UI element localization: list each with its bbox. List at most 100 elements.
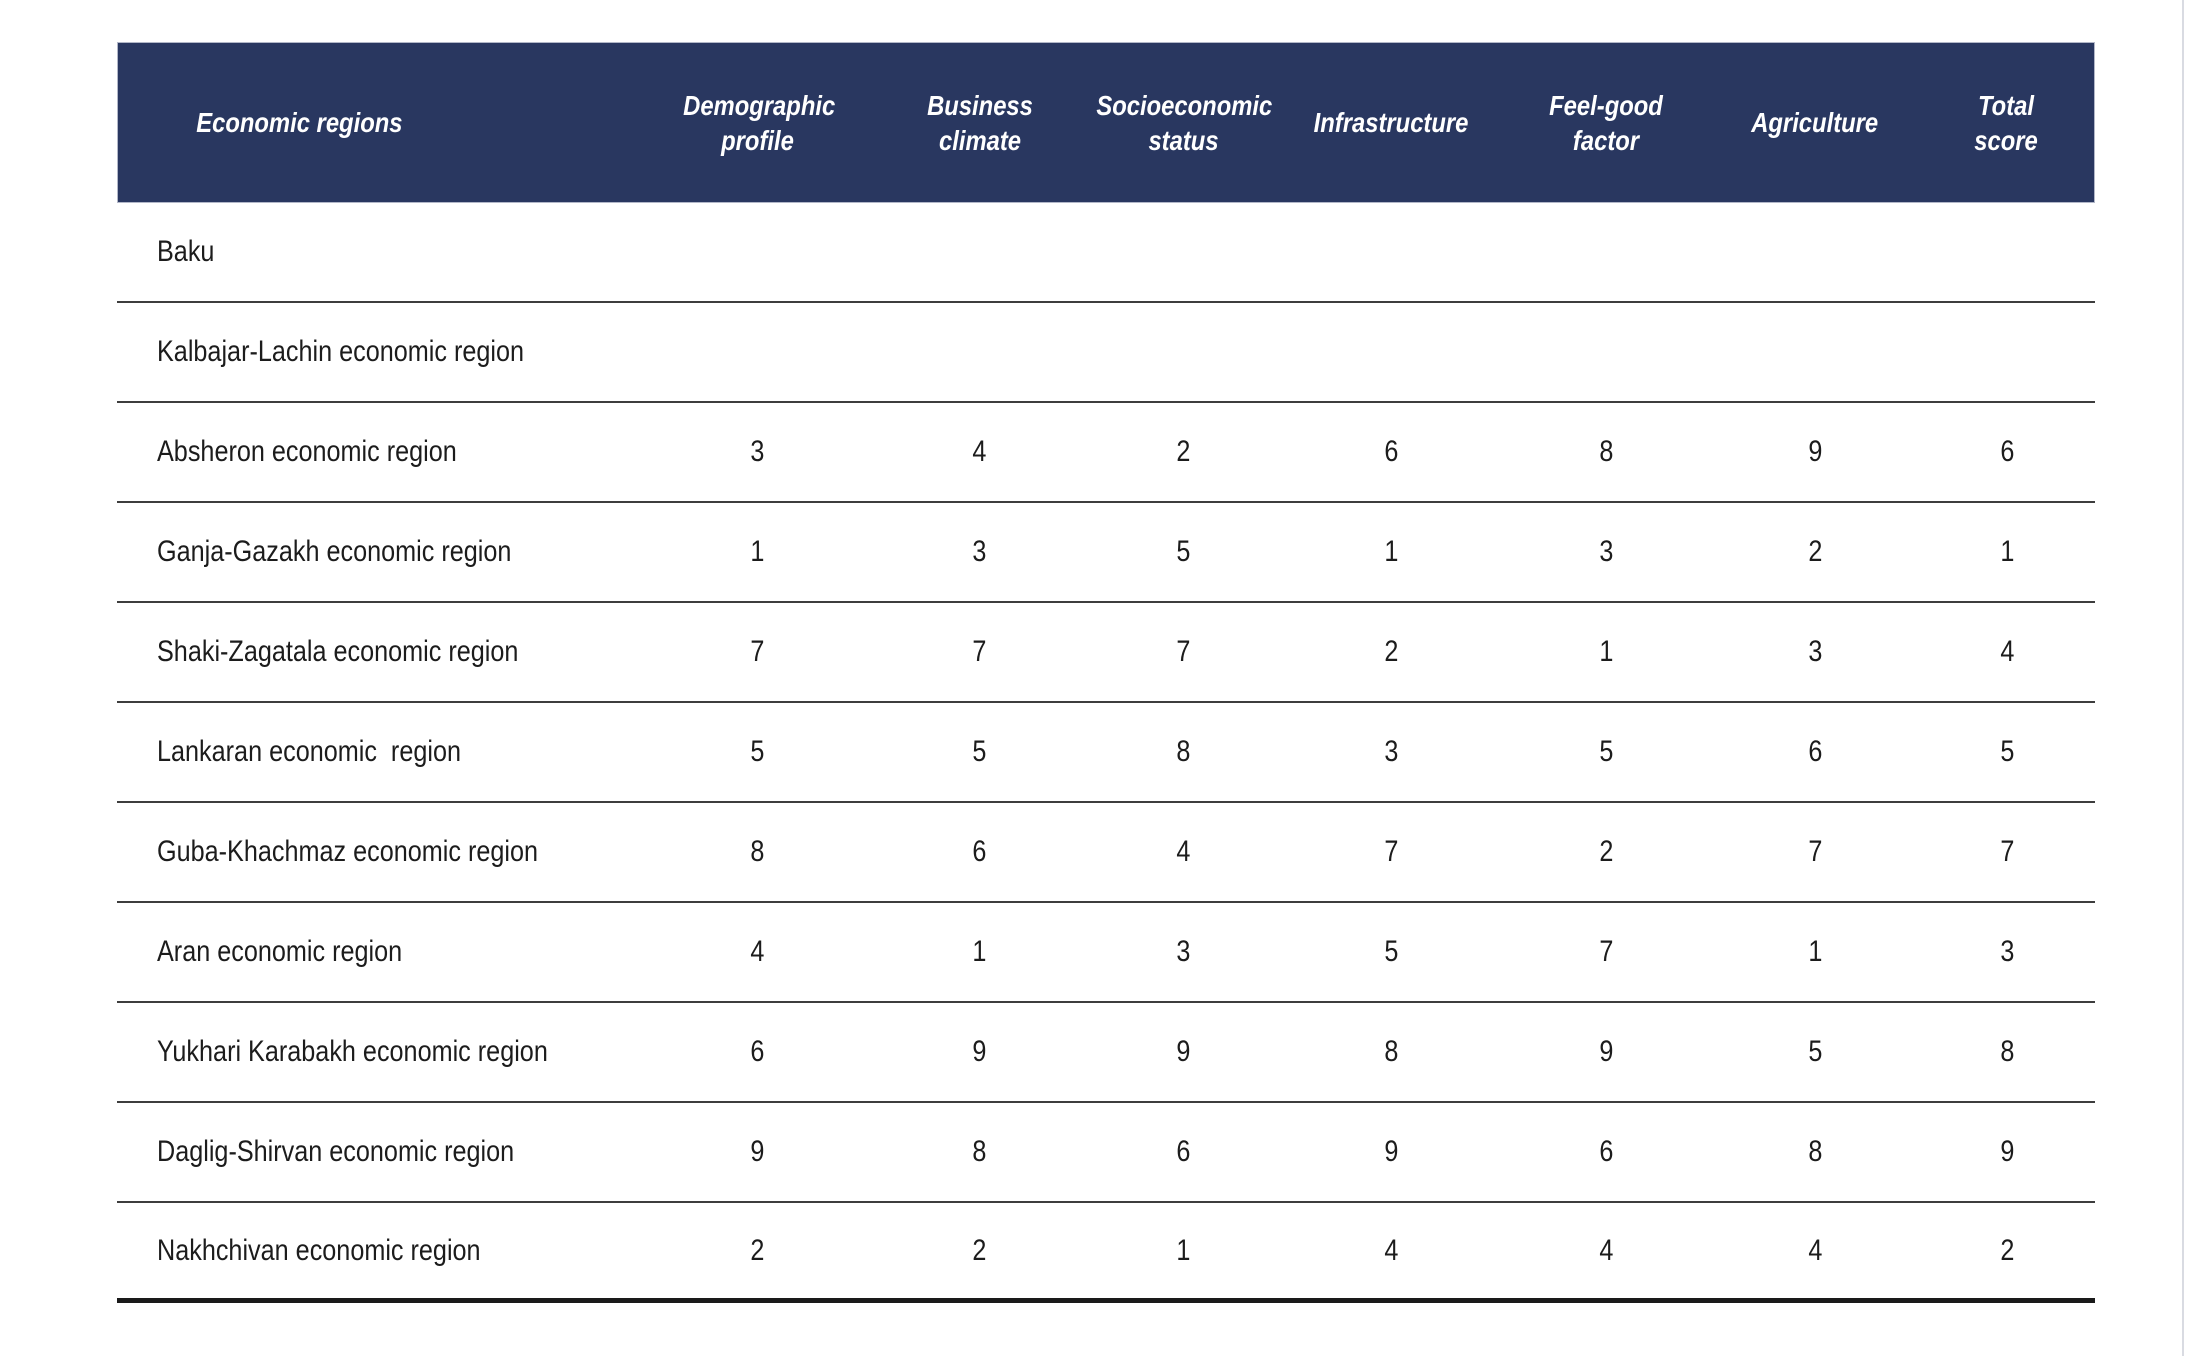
score-cell: 5 bbox=[1711, 1003, 1919, 1101]
score-cell: 8 bbox=[639, 803, 874, 901]
score-cell: 5 bbox=[639, 703, 874, 801]
column-header-label: Demographic profile bbox=[682, 89, 835, 156]
column-header-label: Total score bbox=[1974, 89, 2038, 156]
score-value: 9 bbox=[972, 1035, 987, 1068]
score-cell: 6 bbox=[639, 1003, 874, 1101]
region-name: Baku bbox=[157, 235, 215, 268]
score-value: 8 bbox=[1999, 1035, 2014, 1068]
table-row: Daglig-Shirvan economic region 9 8 6 9 6 8 9 bbox=[117, 1103, 2095, 1203]
score-value: 2 bbox=[1808, 535, 1823, 568]
table-row: Lankaran economic region 5 5 8 3 5 6 5 bbox=[117, 703, 2095, 803]
score-cell: 8 bbox=[1502, 403, 1712, 501]
score-value: 4 bbox=[1999, 635, 2014, 668]
score-cell bbox=[1919, 203, 2095, 301]
table-row: Absheron economic region 3 4 2 6 8 9 6 bbox=[117, 403, 2095, 503]
score-cell: 3 bbox=[1502, 503, 1712, 601]
score-value: 5 bbox=[972, 735, 987, 768]
score-cell bbox=[1919, 303, 2095, 401]
score-value: 3 bbox=[1176, 935, 1191, 968]
score-value: 3 bbox=[1384, 735, 1399, 768]
score-cell: 4 bbox=[1502, 1203, 1712, 1298]
column-header-label: Business climate bbox=[926, 89, 1033, 156]
score-value: 6 bbox=[1176, 1135, 1191, 1168]
score-value: 7 bbox=[972, 635, 987, 668]
column-header-label: Infrastructure bbox=[1314, 107, 1469, 138]
score-cell bbox=[1711, 303, 1919, 401]
score-cell: 2 bbox=[1282, 603, 1502, 701]
score-cell: 7 bbox=[1711, 803, 1919, 901]
score-cell bbox=[1282, 203, 1502, 301]
score-cell: 7 bbox=[1084, 603, 1282, 701]
column-header-label: Agriculture bbox=[1750, 107, 1878, 138]
score-value: 1 bbox=[1176, 1233, 1191, 1267]
score-value: 4 bbox=[1384, 1233, 1399, 1267]
score-value: 3 bbox=[1999, 935, 2014, 968]
table-header-row: Economic regions Demographic profile Busin… bbox=[117, 42, 2095, 203]
table-row: Kalbajar-Lachin economic region bbox=[117, 303, 2095, 403]
score-value: 1 bbox=[972, 935, 987, 968]
score-value: 1 bbox=[1384, 535, 1399, 568]
table-row: Guba-Khachmaz economic region 8 6 4 7 2 7 7 bbox=[117, 803, 2095, 903]
score-value: 6 bbox=[972, 835, 987, 868]
score-cell: 7 bbox=[1282, 803, 1502, 901]
score-cell bbox=[1502, 303, 1712, 401]
region-name-cell: Aran economic region bbox=[117, 903, 639, 1001]
score-cell bbox=[1084, 203, 1282, 301]
score-value: 2 bbox=[972, 1233, 987, 1267]
region-name-cell: Ganja-Gazakh economic region bbox=[117, 503, 639, 601]
score-cell: 7 bbox=[1919, 803, 2095, 901]
column-header-economic-regions: Economic regions bbox=[118, 43, 640, 202]
score-cell: 1 bbox=[1711, 903, 1919, 1001]
score-cell: 7 bbox=[1502, 903, 1712, 1001]
score-value: 2 bbox=[1999, 1233, 2014, 1267]
score-value: 9 bbox=[1599, 1035, 1614, 1068]
region-name: Kalbajar-Lachin economic region bbox=[157, 335, 525, 368]
region-name-cell: Kalbajar-Lachin economic region bbox=[117, 303, 639, 401]
score-cell bbox=[639, 203, 874, 301]
table-row: Baku bbox=[117, 203, 2095, 303]
score-value: 1 bbox=[1808, 935, 1823, 968]
column-header-agriculture: Agriculture bbox=[1711, 43, 1918, 202]
region-name-cell: Absheron economic region bbox=[117, 403, 639, 501]
score-cell: 6 bbox=[1502, 1103, 1712, 1201]
score-cell: 9 bbox=[1919, 1103, 2095, 1201]
score-cell: 9 bbox=[875, 1003, 1085, 1101]
score-value: 3 bbox=[749, 435, 764, 468]
score-value: 5 bbox=[1384, 935, 1399, 968]
score-value: 3 bbox=[972, 535, 987, 568]
score-value: 7 bbox=[1384, 835, 1399, 868]
score-cell: 5 bbox=[1084, 503, 1282, 601]
score-value: 6 bbox=[1599, 1135, 1614, 1168]
score-value: 8 bbox=[1599, 435, 1614, 468]
score-value: 4 bbox=[972, 435, 987, 468]
score-cell: 5 bbox=[1502, 703, 1712, 801]
region-name: Lankaran economic region bbox=[157, 735, 461, 768]
score-value: 9 bbox=[749, 1135, 764, 1168]
score-cell: 3 bbox=[1084, 903, 1282, 1001]
score-value: 8 bbox=[1384, 1035, 1399, 1068]
page-right-edge-divider bbox=[2182, 0, 2184, 1356]
score-value: 9 bbox=[1384, 1135, 1399, 1168]
score-value: 2 bbox=[1384, 635, 1399, 668]
score-cell: 6 bbox=[1084, 1103, 1282, 1201]
region-name-cell: Daglig-Shirvan economic region bbox=[117, 1103, 639, 1201]
score-cell: 3 bbox=[1282, 703, 1502, 801]
region-name-cell: Nakhchivan economic region bbox=[117, 1203, 639, 1298]
score-value: 3 bbox=[1599, 535, 1614, 568]
score-value: 3 bbox=[1808, 635, 1823, 668]
column-header-demographic-profile: Demographic profile bbox=[640, 43, 875, 202]
score-cell: 4 bbox=[875, 403, 1085, 501]
score-cell: 8 bbox=[875, 1103, 1085, 1201]
score-value: 4 bbox=[1176, 835, 1191, 868]
score-cell: 6 bbox=[1711, 703, 1919, 801]
score-cell: 8 bbox=[1711, 1103, 1919, 1201]
region-name: Yukhari Karabakh economic region bbox=[157, 1035, 548, 1068]
score-cell: 2 bbox=[639, 1203, 874, 1298]
score-value: 7 bbox=[1176, 635, 1191, 668]
score-value: 2 bbox=[1176, 435, 1191, 468]
region-name: Daglig-Shirvan economic region bbox=[157, 1135, 515, 1168]
score-cell: 4 bbox=[1084, 803, 1282, 901]
region-name-cell: Lankaran economic region bbox=[117, 703, 639, 801]
score-cell: 6 bbox=[1282, 403, 1502, 501]
score-cell: 8 bbox=[1282, 1003, 1502, 1101]
